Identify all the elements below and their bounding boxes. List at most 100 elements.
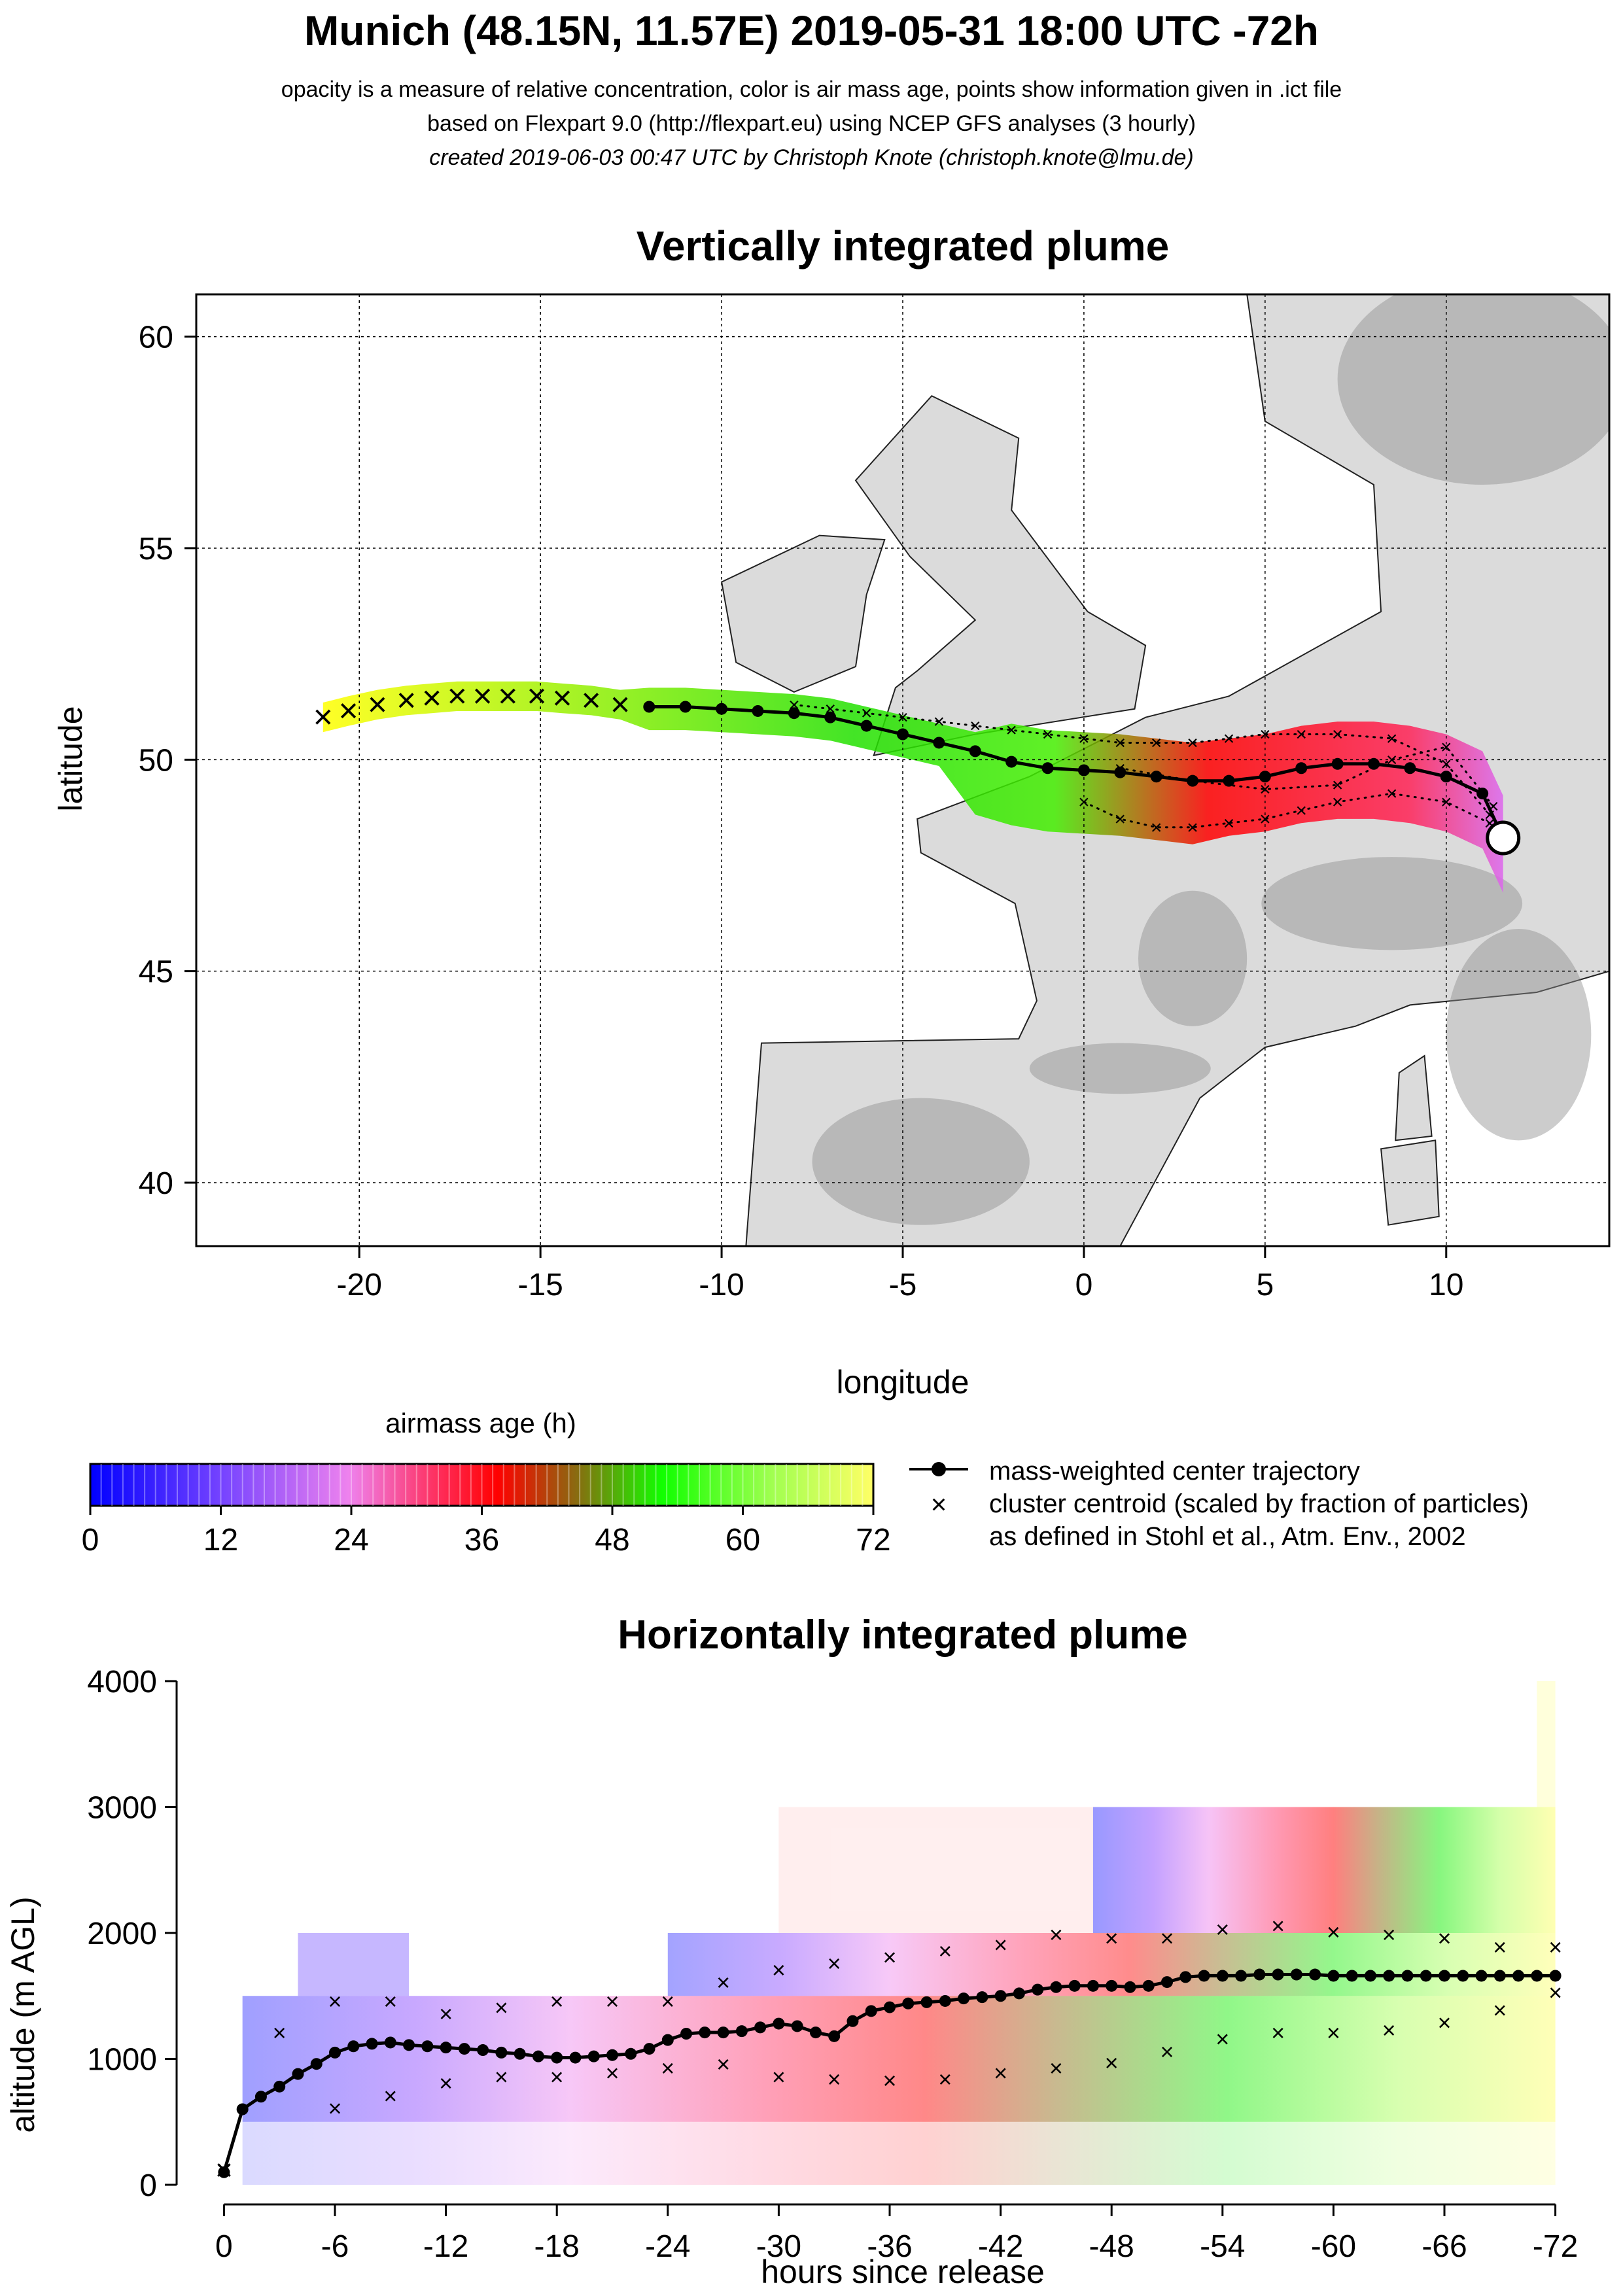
- map-x-tick-label: 0: [1075, 1268, 1093, 1302]
- colorbar-tick-label: 48: [595, 1523, 629, 1557]
- legend-entry-trajectory: mass-weighted center trajectory: [989, 1457, 1360, 1486]
- landmass-4: [1395, 1054, 1433, 1141]
- cluster-centroid-marker: ×: [396, 682, 416, 720]
- altitude-lower-cluster-marker: ×: [550, 2063, 564, 2090]
- cluster-track-marker: ×: [1078, 791, 1090, 813]
- altitude-center-point: [366, 2038, 378, 2050]
- altitude-y-tick-label: 3000: [87, 1791, 157, 1826]
- cluster-track-marker: ×: [1295, 724, 1307, 746]
- altitude-center-point: [902, 1997, 915, 2009]
- map-y-tick-label: 45: [139, 955, 173, 990]
- cluster-centroid-marker: ×: [447, 677, 467, 715]
- cluster-track-1: [793, 703, 1491, 816]
- altitude-panel: Horizontally integrated plume × × × × × × × × × ×…: [5, 1612, 1578, 2290]
- figure-subtitle-credit: created 2019-06-03 00:47 UTC by Christop…: [429, 145, 1194, 170]
- colorbar-gradient: [89, 1463, 875, 1507]
- altitude-center-point: [791, 2020, 803, 2032]
- map-y-tick-label: 60: [139, 321, 173, 355]
- altitude-center-point: [403, 2039, 415, 2051]
- altitude-center-point: [551, 2051, 563, 2064]
- cluster-centroid-marker: ×: [313, 699, 333, 737]
- altitude-center-point: [1327, 1970, 1340, 1982]
- altitude-center-point: [773, 2017, 785, 2030]
- altitude-center-point: [236, 2103, 249, 2115]
- altitude-center-point: [1235, 1970, 1248, 1982]
- altitude-center-point: [1050, 1981, 1062, 1993]
- figure-title: Munich (48.15N, 11.57E) 2019-05-31 18:00…: [304, 7, 1319, 54]
- altitude-center-point: [865, 2005, 877, 2017]
- cluster-track-marker: ×: [1151, 817, 1162, 839]
- altitude-center-point: [1531, 1970, 1543, 1982]
- altitude-upper-cluster-marker: ×: [994, 1931, 1007, 1958]
- release-point-marker: [1486, 820, 1521, 856]
- altitude-center-point: [347, 2040, 360, 2053]
- cluster-track-marker: ×: [1115, 809, 1126, 830]
- altitude-center-point: [254, 2091, 267, 2103]
- altitude-center-point: [477, 2044, 489, 2057]
- altitude-x-tick-label: -36: [867, 2229, 912, 2264]
- cluster-track-marker: ×: [1332, 724, 1344, 746]
- plume-shading: [323, 681, 1503, 893]
- legend-entry-reference: as defined in Stohl et al., Atm. Env., 2…: [989, 1522, 1466, 1551]
- altitude-center-point: [1420, 1970, 1432, 1982]
- altitude-upper-cluster-marker: ×: [716, 1969, 730, 1996]
- map-y-tick-label: 55: [139, 532, 173, 566]
- landmass-2: [854, 394, 1147, 757]
- altitude-center-point: [643, 2043, 655, 2055]
- altitude-release-marker: ×: [215, 2153, 233, 2187]
- altitude-center-point: [329, 2046, 341, 2059]
- altitude-center-point: [846, 2015, 859, 2027]
- altitude-title: Horizontally integrated plume: [618, 1612, 1188, 1658]
- altitude-lower-cluster-marker: ×: [994, 2060, 1007, 2087]
- cluster-track-marker: ×: [934, 711, 945, 733]
- altitude-x-tick-label: -60: [1311, 2229, 1356, 2264]
- altitude-age-shading: [242, 1681, 1556, 2185]
- cluster-centroid-marker: ×: [610, 686, 630, 723]
- center-trajectory-point: [860, 720, 873, 732]
- cluster-track-marker: ×: [1440, 754, 1452, 775]
- altitude-upper-cluster-marker: ×: [273, 2019, 287, 2046]
- cluster-track-marker: ×: [1440, 737, 1452, 758]
- altitude-center-point: [569, 2051, 582, 2064]
- altitude-center-point: [310, 2058, 323, 2070]
- altitude-upper-cluster-marker: ×: [772, 1957, 786, 1983]
- altitude-center-point: [1346, 1970, 1358, 1982]
- altitude-x-tick-label: -42: [978, 2229, 1023, 2264]
- altitude-center-point: [661, 2034, 674, 2046]
- cluster-track-marker: ×: [1440, 791, 1452, 813]
- legend-dot-symbol: [932, 1462, 946, 1476]
- altitude-x-tick-label: -6: [321, 2229, 349, 2264]
- map-x-tick-label: 5: [1256, 1268, 1274, 1302]
- cluster-centroid-marker: ×: [552, 680, 572, 718]
- cluster-centroid-marker: ×: [338, 692, 358, 730]
- altitude-x-axis-label: hours since release: [761, 2253, 1045, 2290]
- center-trajectory-point: [1331, 757, 1344, 770]
- altitude-x-tick-label: -30: [756, 2229, 801, 2264]
- map-x-tick-label: -10: [699, 1268, 744, 1302]
- altitude-center-point: [1124, 1981, 1136, 1993]
- altitude-center-point: [587, 2050, 600, 2062]
- altitude-lower-cluster-marker: ×: [439, 2070, 453, 2096]
- altitude-center-point: [699, 2026, 711, 2039]
- altitude-center-point: [1106, 1979, 1118, 1992]
- cluster-track-marker: ×: [1386, 783, 1398, 805]
- cluster-centroid-marker: ×: [422, 680, 442, 718]
- altitude-center-point: [1457, 1970, 1469, 1982]
- altitude-x-tick-label: -12: [423, 2229, 468, 2264]
- center-trajectory-point: [1114, 766, 1126, 778]
- altitude-lower-cluster-marker: ×: [828, 2066, 841, 2093]
- altitude-center-point: [273, 2080, 286, 2093]
- map-x-axis-label: longitude: [837, 1364, 969, 1400]
- map-panel: Vertically integrated plume ××××××××××××…: [52, 222, 1611, 1400]
- age-shading-top-faint: [778, 1807, 1093, 1933]
- altitude-center-point: [809, 2026, 822, 2039]
- altitude-lower-cluster-marker: ×: [383, 2082, 397, 2109]
- legend-entry-centroid: cluster centroid (scaled by fraction of …: [989, 1489, 1529, 1518]
- altitude-center-point: [1493, 1970, 1506, 1982]
- altitude-center-point: [680, 2028, 693, 2040]
- altitude-center-point: [1142, 1979, 1155, 1992]
- altitude-center-point: [958, 1992, 970, 2005]
- cluster-track-marker: ×: [1042, 724, 1054, 746]
- altitude-center-point: [1549, 1970, 1562, 1982]
- altitude-upper-cluster-marker: ×: [938, 1938, 952, 1964]
